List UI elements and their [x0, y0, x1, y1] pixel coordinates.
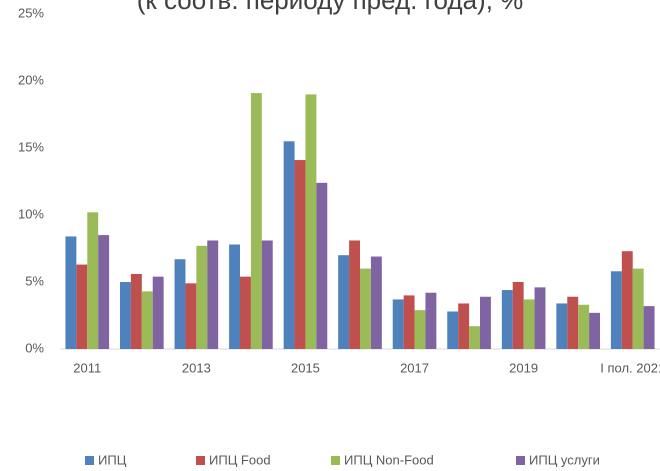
bar — [349, 240, 360, 349]
legend-label: ИПЦ услуги — [529, 452, 600, 467]
x-tick-label: 2015 — [291, 360, 320, 375]
y-tick-label: 20% — [18, 72, 44, 87]
bar — [229, 244, 240, 349]
bar — [130, 273, 142, 349]
bar — [283, 141, 295, 349]
bar — [632, 268, 644, 349]
bar — [403, 295, 415, 349]
bar — [370, 256, 382, 349]
bar — [414, 310, 426, 349]
bar — [76, 264, 88, 349]
y-tick-label: 10% — [18, 206, 44, 221]
bar — [501, 290, 513, 349]
bar — [392, 299, 404, 349]
bar — [621, 251, 633, 349]
bar — [534, 287, 546, 349]
bar — [207, 240, 219, 349]
chart-title: (к соотв. периоду пред. года), % — [137, 0, 524, 15]
bar — [338, 255, 350, 349]
bar — [610, 271, 622, 349]
y-tick-label: 25% — [18, 5, 44, 20]
bar — [447, 311, 459, 349]
bar — [556, 303, 568, 349]
bar — [360, 268, 371, 349]
bar — [196, 245, 208, 349]
bar — [567, 296, 579, 349]
bar — [261, 240, 273, 349]
legend-label: ИПЦ — [98, 452, 127, 467]
legend-label: ИПЦ Non-Food — [344, 452, 434, 467]
bar — [523, 299, 535, 349]
legend-swatch — [196, 456, 205, 465]
legend-swatch — [331, 456, 340, 465]
bar — [250, 93, 262, 349]
x-tick-label: 2013 — [182, 360, 211, 375]
bar — [458, 303, 470, 349]
bar — [480, 296, 491, 349]
bar — [294, 160, 306, 349]
bar — [65, 236, 77, 349]
bar — [578, 304, 590, 349]
x-tick-label: I пол. 2021 — [600, 360, 660, 375]
bar — [425, 292, 437, 349]
legend-swatch — [516, 456, 525, 465]
bar — [98, 235, 110, 349]
y-tick-label: 5% — [25, 273, 44, 288]
x-tick-label: 2017 — [400, 360, 429, 375]
bar — [120, 282, 131, 349]
bar — [174, 259, 186, 349]
bar — [240, 276, 251, 349]
bar — [185, 283, 197, 349]
bar — [589, 312, 600, 349]
legend-label: ИПЦ Food — [209, 452, 271, 467]
bar — [512, 282, 524, 349]
bar — [305, 94, 317, 350]
bar — [141, 291, 153, 349]
legend-swatch — [85, 456, 94, 465]
y-tick-label: 0% — [25, 340, 44, 355]
bar — [87, 212, 99, 349]
x-tick-label: 2019 — [509, 360, 538, 375]
y-tick-label: 15% — [18, 139, 44, 154]
bar — [469, 326, 480, 349]
bar — [643, 306, 655, 349]
x-tick-label: 2011 — [73, 360, 101, 375]
bar — [152, 276, 164, 349]
bar — [316, 182, 328, 349]
